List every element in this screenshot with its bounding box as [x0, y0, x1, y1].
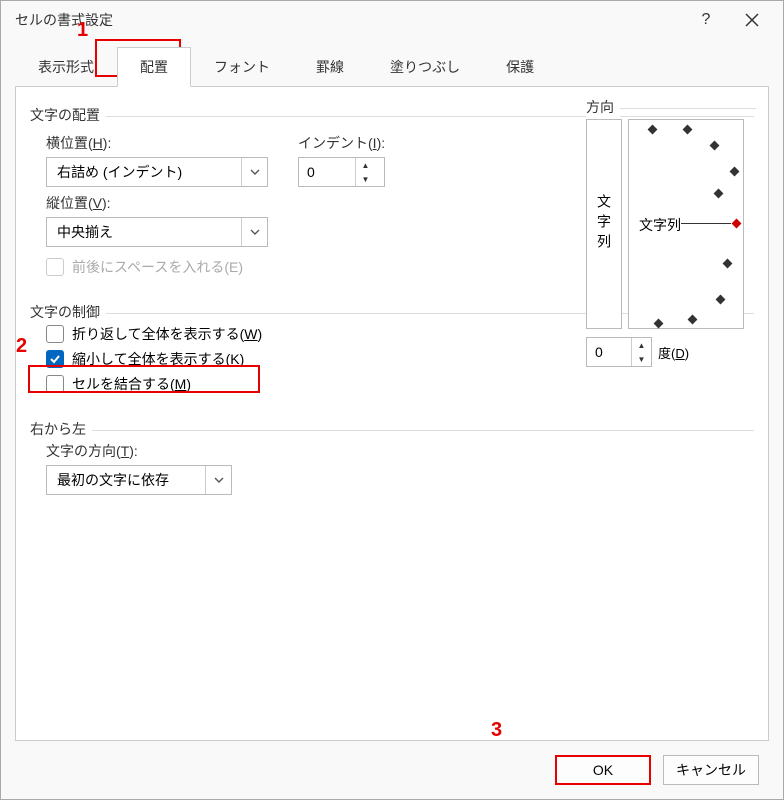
- label-degrees: 度(D): [658, 343, 689, 362]
- annotation-number-2: 2: [16, 335, 27, 358]
- tab-fill[interactable]: 塗りつぶし: [367, 47, 483, 87]
- select-vertical-value: 中央揃え: [47, 222, 241, 242]
- label-horizontal: 横位置(H):: [46, 133, 270, 153]
- spinner-indent-value: 0: [299, 164, 355, 180]
- chevron-down-icon: [241, 218, 267, 246]
- orientation-indicator-line: [681, 223, 731, 224]
- select-vertical[interactable]: 中央揃え: [46, 217, 268, 247]
- dialog-title: セルの書式設定: [15, 10, 683, 30]
- spinner-degrees[interactable]: 0 ▲▼: [586, 337, 652, 367]
- group-orientation: 方向 文字列 文字列: [586, 97, 756, 367]
- label-vertical: 縦位置(V):: [46, 193, 270, 213]
- tab-alignment[interactable]: 配置: [117, 47, 191, 87]
- legend-orientation: 方向: [586, 97, 620, 117]
- titlebar: セルの書式設定 ?: [1, 1, 783, 39]
- select-horizontal-value: 右詰め (インデント): [47, 162, 241, 182]
- label-indent: インデント(I):: [298, 133, 385, 153]
- close-icon: [745, 13, 759, 27]
- group-rtl: 右から左 文字の方向(T): 最初の文字に依存: [30, 413, 754, 499]
- orientation-sample-label: 文字列: [639, 215, 681, 235]
- legend-text-alignment: 文字の配置: [30, 105, 106, 125]
- checkbox-merge-cells[interactable]: セルを結合する(M): [46, 374, 754, 394]
- label-text-direction: 文字の方向(T):: [46, 441, 754, 461]
- checkbox-icon: [46, 258, 64, 276]
- tab-number-format[interactable]: 表示形式: [15, 47, 117, 87]
- checkbox-space-around: 前後にスペースを入れる(E): [46, 257, 270, 277]
- select-text-direction-value: 最初の文字に依存: [47, 470, 205, 490]
- checkbox-icon: [46, 325, 64, 343]
- orientation-vertical-button[interactable]: 文字列: [586, 119, 622, 329]
- ok-button[interactable]: OK: [555, 755, 651, 785]
- orientation-vertical-sample: 文字列: [594, 194, 614, 254]
- chevron-down-icon: [205, 466, 231, 494]
- spinner-arrows[interactable]: ▲▼: [355, 158, 375, 186]
- checkbox-icon: [46, 375, 64, 393]
- spinner-degrees-value: 0: [587, 344, 631, 360]
- select-horizontal[interactable]: 右詰め (インデント): [46, 157, 268, 187]
- legend-text-control: 文字の制御: [30, 302, 106, 322]
- spinner-indent[interactable]: 0 ▲▼: [298, 157, 385, 187]
- format-cells-dialog: セルの書式設定 ? 表示形式 配置 フォント 罫線 塗りつぶし 保護 1 文字の…: [0, 0, 784, 800]
- checkbox-icon: [46, 350, 64, 368]
- tab-font[interactable]: フォント: [191, 47, 293, 87]
- tab-protection[interactable]: 保護: [483, 47, 557, 87]
- legend-rtl: 右から左: [30, 419, 92, 439]
- chevron-down-icon: [241, 158, 267, 186]
- tabs: 表示形式 配置 フォント 罫線 塗りつぶし 保護 1: [1, 39, 783, 87]
- help-button[interactable]: ?: [683, 5, 729, 35]
- close-button[interactable]: [729, 5, 775, 35]
- tab-panel-alignment: 文字の配置 横位置(H): 右詰め (インデント) 縦位置(V): 中央揃: [15, 86, 769, 741]
- spinner-arrows[interactable]: ▲▼: [631, 338, 651, 366]
- cancel-button[interactable]: キャンセル: [663, 755, 759, 785]
- dialog-buttons: 3 OK キャンセル: [1, 741, 783, 799]
- orientation-dial[interactable]: 文字列: [628, 119, 744, 329]
- tab-border[interactable]: 罫線: [293, 47, 367, 87]
- select-text-direction[interactable]: 最初の文字に依存: [46, 465, 232, 495]
